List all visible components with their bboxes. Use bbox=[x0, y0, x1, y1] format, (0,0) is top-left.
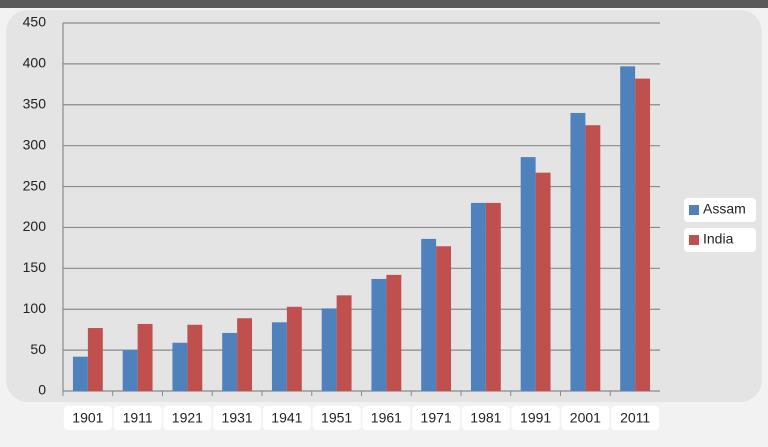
x-label-box bbox=[412, 406, 461, 430]
bar bbox=[137, 323, 153, 391]
x-tick-label: 1991 bbox=[520, 410, 551, 426]
x-label-box bbox=[461, 406, 510, 430]
bar bbox=[421, 238, 437, 391]
legend-swatch bbox=[689, 235, 699, 245]
legend-box bbox=[684, 228, 756, 252]
legend-label: India bbox=[703, 231, 734, 247]
bar bbox=[271, 322, 287, 391]
bar bbox=[371, 278, 387, 391]
bar bbox=[386, 274, 402, 391]
legend-swatch bbox=[689, 205, 699, 215]
bar bbox=[172, 342, 188, 391]
bar bbox=[87, 328, 103, 391]
x-tick-label: 1931 bbox=[222, 410, 253, 426]
y-tick-label: 0 bbox=[38, 382, 46, 398]
x-label-box bbox=[362, 406, 411, 430]
x-label-box bbox=[312, 406, 361, 430]
x-tick-label: 1951 bbox=[321, 410, 352, 426]
bar bbox=[620, 66, 636, 391]
bar bbox=[436, 246, 452, 391]
bar bbox=[237, 318, 253, 391]
bar bbox=[187, 324, 203, 391]
x-label-box bbox=[163, 406, 212, 430]
y-tick-label: 450 bbox=[23, 14, 47, 30]
legend-label: Assam bbox=[703, 201, 746, 217]
bar bbox=[336, 295, 352, 391]
legend-box bbox=[684, 198, 756, 222]
x-tick-label: 1911 bbox=[123, 410, 153, 426]
bar bbox=[635, 78, 651, 391]
bar bbox=[470, 202, 486, 391]
x-label-box bbox=[511, 406, 560, 430]
x-label-box bbox=[213, 406, 262, 430]
x-tick-label: 1901 bbox=[72, 410, 103, 426]
x-label-box bbox=[561, 406, 610, 430]
x-tick-label: 2011 bbox=[620, 410, 650, 426]
y-tick-label: 150 bbox=[23, 259, 47, 275]
bar bbox=[222, 332, 238, 391]
x-label-box bbox=[63, 406, 112, 430]
bar bbox=[72, 356, 88, 391]
bar bbox=[485, 202, 501, 391]
bar bbox=[570, 112, 586, 391]
x-tick-label: 1981 bbox=[470, 410, 501, 426]
top-border bbox=[0, 0, 768, 8]
bar bbox=[286, 306, 302, 391]
bar bbox=[321, 308, 337, 391]
y-tick-label: 100 bbox=[23, 300, 47, 316]
x-tick-label: 1971 bbox=[421, 410, 452, 426]
bar bbox=[520, 157, 536, 391]
bar bbox=[535, 172, 551, 391]
x-tick-label: 1921 bbox=[172, 410, 203, 426]
bar bbox=[122, 350, 138, 391]
x-label-box bbox=[262, 406, 311, 430]
x-tick-label: 2001 bbox=[570, 410, 601, 426]
x-label-box bbox=[113, 406, 162, 430]
y-tick-label: 350 bbox=[23, 95, 47, 111]
x-tick-label: 1941 bbox=[271, 410, 302, 426]
x-label-box bbox=[611, 406, 660, 430]
x-tick-label: 1961 bbox=[371, 410, 402, 426]
y-tick-label: 50 bbox=[30, 341, 46, 357]
y-tick-label: 300 bbox=[23, 136, 47, 152]
y-tick-label: 200 bbox=[23, 218, 47, 234]
bar bbox=[585, 125, 601, 391]
y-tick-label: 400 bbox=[23, 55, 47, 71]
y-tick-label: 250 bbox=[23, 177, 47, 193]
